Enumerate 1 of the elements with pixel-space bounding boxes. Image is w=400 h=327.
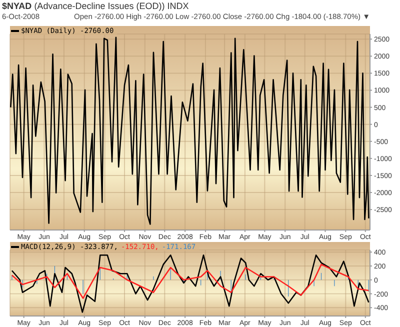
chart-title: $NYAD (Advance-Decline Issues (EOD)) INDX	[2, 1, 190, 11]
